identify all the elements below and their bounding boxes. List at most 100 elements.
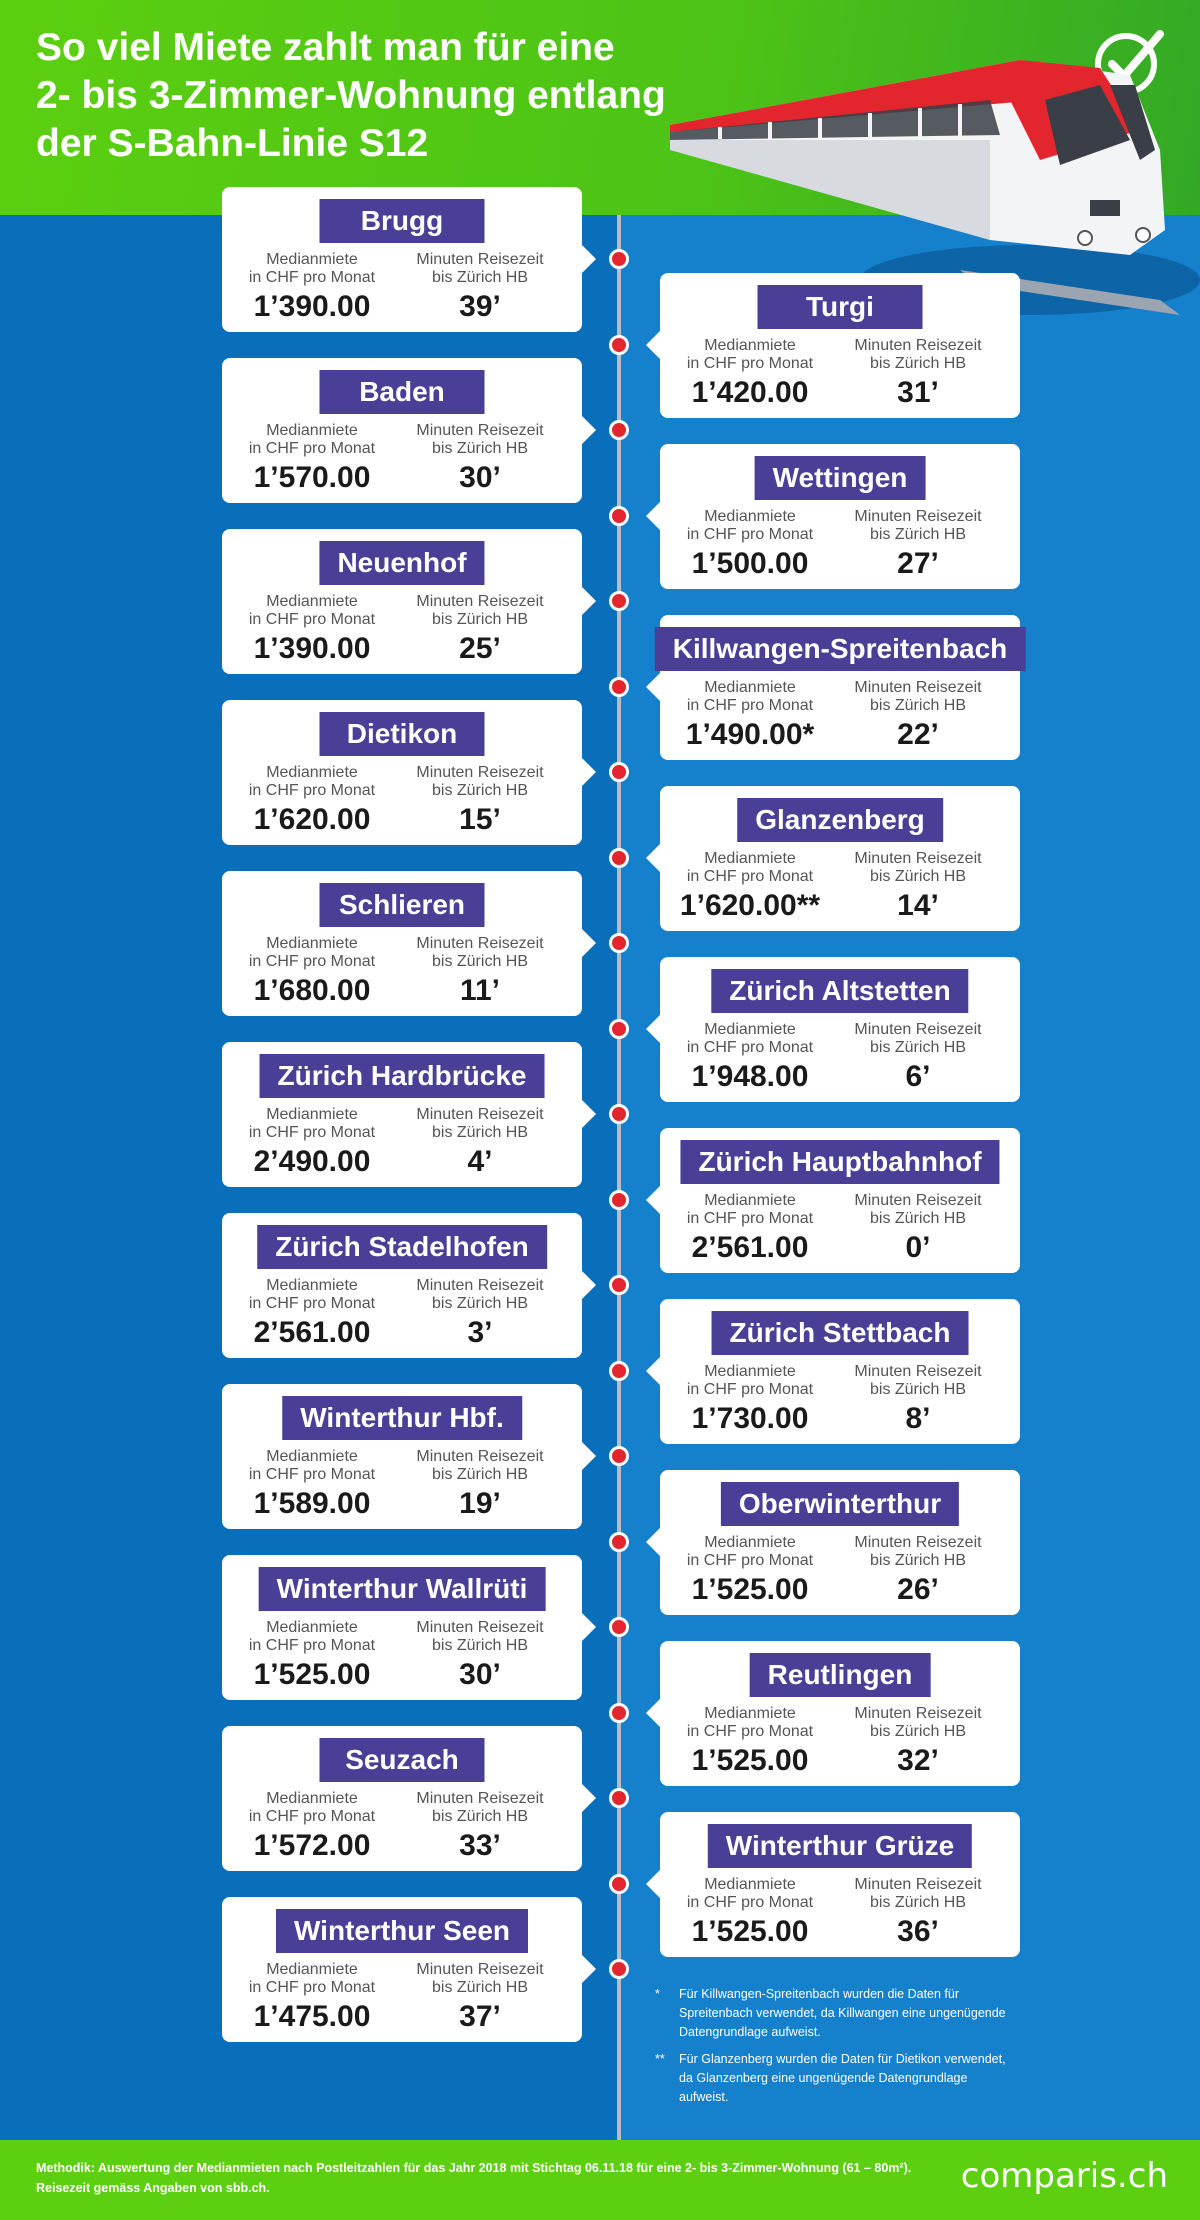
rent-label: Medianmiete in CHF pro Monat (686, 337, 814, 372)
rent-value: 2’490.00 (253, 1145, 371, 1178)
time-label: Minuten Reisezeit bis Zürich HB (854, 850, 982, 885)
time-label: Minuten Reisezeit bis Zürich HB (416, 1448, 544, 1483)
rail-track (617, 215, 621, 2140)
rent-label: Medianmiete in CHF pro Monat (248, 1619, 376, 1654)
rent-value: 1’948.00 (691, 1060, 809, 1093)
station-name: Schlieren (319, 883, 485, 927)
station-name: Baden (319, 370, 485, 414)
station-dot (609, 1617, 629, 1637)
brand-logo: comparis.ch (960, 2156, 1168, 2196)
time-value: 30’ (459, 461, 501, 494)
time-value: 19’ (459, 1487, 501, 1520)
time-label: Minuten Reisezeit bis Zürich HB (854, 337, 982, 372)
station-dot (609, 848, 629, 868)
rent-label: Medianmiete in CHF pro Monat (248, 251, 376, 286)
footnote: ** Für Glanzenberg wurden die Daten für … (655, 2050, 1015, 2107)
time-value: 6’ (905, 1060, 931, 1093)
time-label: Minuten Reisezeit bis Zürich HB (416, 1619, 544, 1654)
station-name: Winterthur Grüze (707, 1824, 973, 1868)
station-card: Neuenhof Medianmiete in CHF pro Monat Minu… (222, 529, 596, 674)
rent-label: Medianmiete in CHF pro Monat (248, 593, 376, 628)
station-dot (609, 1703, 629, 1723)
rent-value: 1’525.00 (253, 1658, 371, 1691)
station-name: Reutlingen (749, 1653, 931, 1697)
rent-value: 1’475.00 (253, 2000, 371, 2033)
station-dot (609, 249, 629, 269)
time-label: Minuten Reisezeit bis Zürich HB (854, 1363, 982, 1398)
rent-label: Medianmiete in CHF pro Monat (686, 1876, 814, 1911)
rent-label: Medianmiete in CHF pro Monat (686, 1363, 814, 1398)
station-name: Winterthur Wallrüti (258, 1567, 546, 1611)
time-label: Minuten Reisezeit bis Zürich HB (416, 1106, 544, 1141)
station-card: Schlieren Medianmiete in CHF pro Monat Min… (222, 871, 596, 1016)
station-dot (609, 1190, 629, 1210)
time-label: Minuten Reisezeit bis Zürich HB (416, 593, 544, 628)
time-value: 8’ (905, 1402, 931, 1435)
station-name: Dietikon (319, 712, 485, 756)
station-dot (609, 506, 629, 526)
station-card: Zürich Hardbrücke Medianmiete in CHF pro … (222, 1042, 596, 1187)
time-label: Minuten Reisezeit bis Zürich HB (416, 1790, 544, 1825)
station-card: Winterthur Seen Medianmiete in CHF pro Mo… (222, 1897, 596, 2042)
station-card: Zürich Altstetten Medianmiete in CHF pro … (646, 957, 1020, 1102)
rent-value: 2’561.00 (253, 1316, 371, 1349)
time-label: Minuten Reisezeit bis Zürich HB (416, 1961, 544, 1996)
rent-label: Medianmiete in CHF pro Monat (248, 422, 376, 457)
station-name: Brugg (319, 199, 485, 243)
time-value: 4’ (467, 1145, 493, 1178)
time-value: 33’ (459, 1829, 501, 1862)
page-title: So viel Miete zahlt man für eine 2- bis … (36, 26, 666, 165)
train-illustration (670, 60, 1200, 315)
station-dot (609, 933, 629, 953)
rent-value: 1’620.00 (253, 803, 371, 836)
station-dot (609, 1959, 629, 1979)
footnote-text: Für Killwangen-Spreitenbach wurden die D… (679, 1987, 1006, 2039)
station-dot (609, 762, 629, 782)
station-dot (609, 1361, 629, 1381)
station-dot (609, 1275, 629, 1295)
rent-value: 1’572.00 (253, 1829, 371, 1862)
station-dot (609, 591, 629, 611)
rent-value: 1’390.00 (253, 632, 371, 665)
time-value: 26’ (897, 1573, 939, 1606)
time-label: Minuten Reisezeit bis Zürich HB (854, 508, 982, 543)
station-name: Killwangen-Spreitenbach (654, 627, 1026, 671)
time-value: 31’ (897, 376, 939, 409)
methodology-note: Methodik: Auswertung der Medianmieten na… (36, 2161, 912, 2195)
rent-label: Medianmiete in CHF pro Monat (686, 1192, 814, 1227)
station-card: Killwangen-Spreitenbach Medianmiete in CH… (646, 615, 1026, 760)
time-label: Minuten Reisezeit bis Zürich HB (854, 679, 982, 714)
rent-value: 2’561.00 (691, 1231, 809, 1264)
time-label: Minuten Reisezeit bis Zürich HB (854, 1192, 982, 1227)
station-name: Zürich Altstetten (711, 969, 969, 1013)
station-card: Zürich Stettbach Medianmiete in CHF pro M… (646, 1299, 1020, 1444)
time-value: 30’ (459, 1658, 501, 1691)
rent-value: 1’490.00* (685, 718, 815, 751)
station-dot (609, 1019, 629, 1039)
station-dot (609, 420, 629, 440)
station-dot (609, 335, 629, 355)
time-label: Minuten Reisezeit bis Zürich HB (854, 1705, 982, 1740)
rent-label: Medianmiete in CHF pro Monat (248, 1448, 376, 1483)
station-name: Glanzenberg (737, 798, 943, 842)
rent-value: 1’620.00** (679, 889, 821, 922)
time-label: Minuten Reisezeit bis Zürich HB (416, 1277, 544, 1312)
station-name: Neuenhof (319, 541, 485, 585)
time-value: 0’ (905, 1231, 931, 1264)
time-label: Minuten Reisezeit bis Zürich HB (416, 251, 544, 286)
rent-value: 1’680.00 (253, 974, 371, 1007)
time-label: Minuten Reisezeit bis Zürich HB (854, 1021, 982, 1056)
footnotes: * Für Killwangen-Spreitenbach wurden die… (655, 1985, 1015, 2115)
station-card: Baden Medianmiete in CHF pro Monat Minuten… (222, 358, 596, 503)
station-card: Reutlingen Medianmiete in CHF pro Monat Mi… (646, 1641, 1020, 1786)
station-card: Seuzach Medianmiete in CHF pro Monat Minut… (222, 1726, 596, 1871)
station-name: Oberwinterthur (720, 1482, 960, 1526)
station-card: Winterthur Wallrüti Medianmiete in CHF pr… (222, 1555, 596, 1700)
station-name: Zürich Stadelhofen (257, 1225, 547, 1269)
time-label: Minuten Reisezeit bis Zürich HB (416, 422, 544, 457)
station-dot (609, 1788, 629, 1808)
time-value: 27’ (897, 547, 939, 580)
time-value: 36’ (897, 1915, 939, 1948)
station-name: Zürich Stettbach (711, 1311, 969, 1355)
time-label: Minuten Reisezeit bis Zürich HB (416, 935, 544, 970)
